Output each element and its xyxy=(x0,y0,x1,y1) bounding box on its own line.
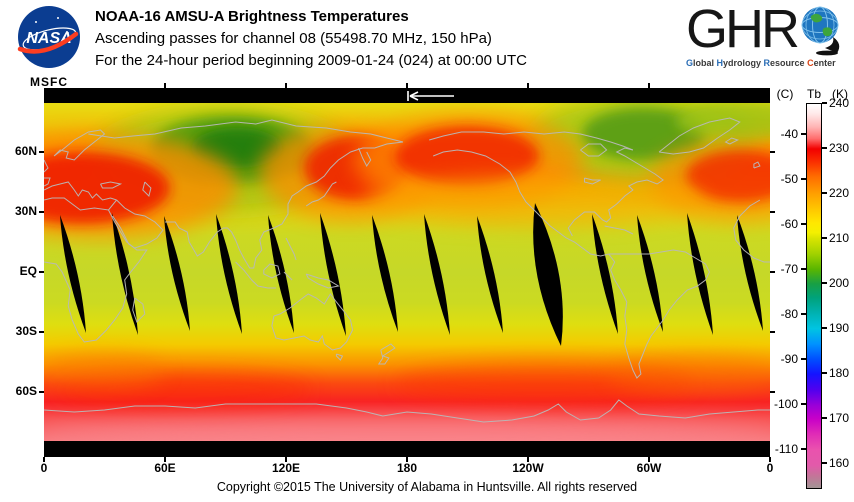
lat-tick-left xyxy=(39,331,44,333)
ghrc-logo: GHR Global Hydrology Resource Center xyxy=(686,0,854,68)
title-block: NOAA-16 AMSU-A Brightness Temperatures A… xyxy=(95,9,527,75)
lat-label: 30S xyxy=(15,324,37,338)
colorbar-celsius-label: -90 xyxy=(780,351,798,366)
lon-tick-top xyxy=(527,83,529,88)
colorbar-kelvin-label: 220 xyxy=(829,185,850,200)
lat-tick-right xyxy=(770,151,775,153)
ghrc-tagline-part: esource xyxy=(770,58,808,68)
page-title: NOAA-16 AMSU-A Brightness Temperatures xyxy=(95,8,409,25)
colorbar-kelvin-tick xyxy=(822,461,827,464)
colorbar-kelvin-tick xyxy=(822,236,827,239)
lon-tick-bottom xyxy=(164,457,166,462)
ghrc-tagline-part: G xyxy=(686,58,694,68)
ghrc-tagline-part: ydrology xyxy=(723,58,764,68)
ghrc-tagline: Global Hydrology Resource Center xyxy=(686,58,854,68)
colorbar-kelvin-label: 190 xyxy=(829,320,850,335)
colorbar-tb-header: Tb xyxy=(806,87,821,101)
colorbar-celsius-label: -40 xyxy=(780,126,798,141)
lon-tick-bottom xyxy=(648,457,650,462)
colorbar-celsius-label: -70 xyxy=(780,261,798,276)
lon-tick-top xyxy=(164,83,166,88)
lat-tick-right xyxy=(770,211,775,213)
colorbar-kelvin-header: (K) xyxy=(832,87,848,101)
lat-label: 60N xyxy=(14,144,37,158)
copyright-text: Copyright ©2015 The University of Alabam… xyxy=(216,480,638,494)
lon-label: 180 xyxy=(396,461,418,475)
brightness-temperature-map xyxy=(0,88,829,457)
colorbar-kelvin-tick xyxy=(822,326,827,329)
lon-tick-bottom xyxy=(406,457,408,462)
lon-label: 0 xyxy=(766,461,774,475)
subtitle-period: For the 24-hour period beginning 2009-01… xyxy=(95,52,527,69)
ghrc-tagline-part: H xyxy=(716,58,724,68)
lon-tick-top xyxy=(406,83,408,88)
colorbar-kelvin-label: 200 xyxy=(829,275,850,290)
colorbar-kelvin-label: 170 xyxy=(829,410,850,425)
colorbar-celsius-label: -100 xyxy=(773,396,798,411)
lat-label: 60S xyxy=(15,384,37,398)
colorbar-kelvin-tick xyxy=(822,416,827,419)
ghrc-wordmark: GHR xyxy=(686,0,800,59)
subtitle-channel: Ascending passes for channel 08 (55498.7… xyxy=(95,30,492,47)
lon-label: 120W xyxy=(512,461,544,475)
ghrc-tagline-part: enter xyxy=(813,58,836,68)
colorbar-celsius-tick xyxy=(801,267,806,270)
lon-tick-bottom xyxy=(527,457,529,462)
colorbar-kelvin-label: 240 xyxy=(829,96,850,110)
ghrc-tagline-part: lobal xyxy=(693,58,717,68)
colorbar-kelvin-label: 230 xyxy=(829,140,850,155)
colorbar-celsius-tick xyxy=(801,402,806,405)
colorbar-kelvin-label: 160 xyxy=(829,455,850,470)
lon-label: 0 xyxy=(40,461,48,475)
lat-tick-left xyxy=(39,211,44,213)
colorbar-celsius-tick xyxy=(801,312,806,315)
lat-tick-right xyxy=(770,271,775,273)
colorbar-celsius-tick xyxy=(801,447,806,450)
colorbar-kelvin-tick xyxy=(822,102,827,104)
lon-label: 60W xyxy=(636,461,662,475)
colorbar-kelvin-label: 180 xyxy=(829,365,850,380)
nasa-meatball-icon: NASA xyxy=(17,6,80,68)
ghrc-tagline-part: R xyxy=(763,58,771,68)
colorbar-celsius-label: -80 xyxy=(780,306,798,321)
lon-tick-top xyxy=(285,83,287,88)
colorbar-celsius-label: -60 xyxy=(780,216,798,231)
colorbar-celsius-tick xyxy=(801,177,806,180)
lat-label: 30N xyxy=(14,204,37,218)
nasa-center-label: MSFC xyxy=(30,75,68,89)
lon-tick-bottom xyxy=(769,457,771,462)
colorbar-celsius-header: (C) xyxy=(776,87,794,101)
colorbar-celsius-label: -50 xyxy=(780,171,798,186)
lon-tick-bottom xyxy=(43,457,45,462)
colorbar xyxy=(806,103,822,489)
colorbar-celsius-tick xyxy=(801,222,806,225)
ghrc-tagline-part: C xyxy=(807,58,814,68)
colorbar-kelvin-tick xyxy=(822,281,827,284)
colorbar-celsius-label: -110 xyxy=(774,441,798,456)
colorbar-kelvin-tick xyxy=(822,191,827,194)
lat-label: EQ xyxy=(19,264,37,278)
lat-tick-left xyxy=(39,271,44,273)
world-map-plot xyxy=(0,88,829,457)
lat-tick-left xyxy=(39,391,44,393)
colorbar-celsius-tick xyxy=(801,132,806,135)
lon-tick-top xyxy=(648,83,650,88)
lon-label: 60E xyxy=(154,461,176,475)
nasa-logo: NASA MSFC xyxy=(10,5,88,89)
lat-tick-right xyxy=(770,391,775,393)
lon-tick-bottom xyxy=(285,457,287,462)
colorbar-kelvin-label: 210 xyxy=(829,230,850,245)
lat-tick-left xyxy=(39,151,44,153)
lat-tick-right xyxy=(770,331,775,333)
colorbar-kelvin-tick xyxy=(822,371,827,374)
colorbar-celsius-tick xyxy=(801,357,806,360)
colorbar-kelvin-tick xyxy=(822,146,827,149)
lon-label: 120E xyxy=(271,461,301,475)
svg-text:NASA: NASA xyxy=(26,30,71,47)
ghrc-globe-icon xyxy=(801,6,840,56)
